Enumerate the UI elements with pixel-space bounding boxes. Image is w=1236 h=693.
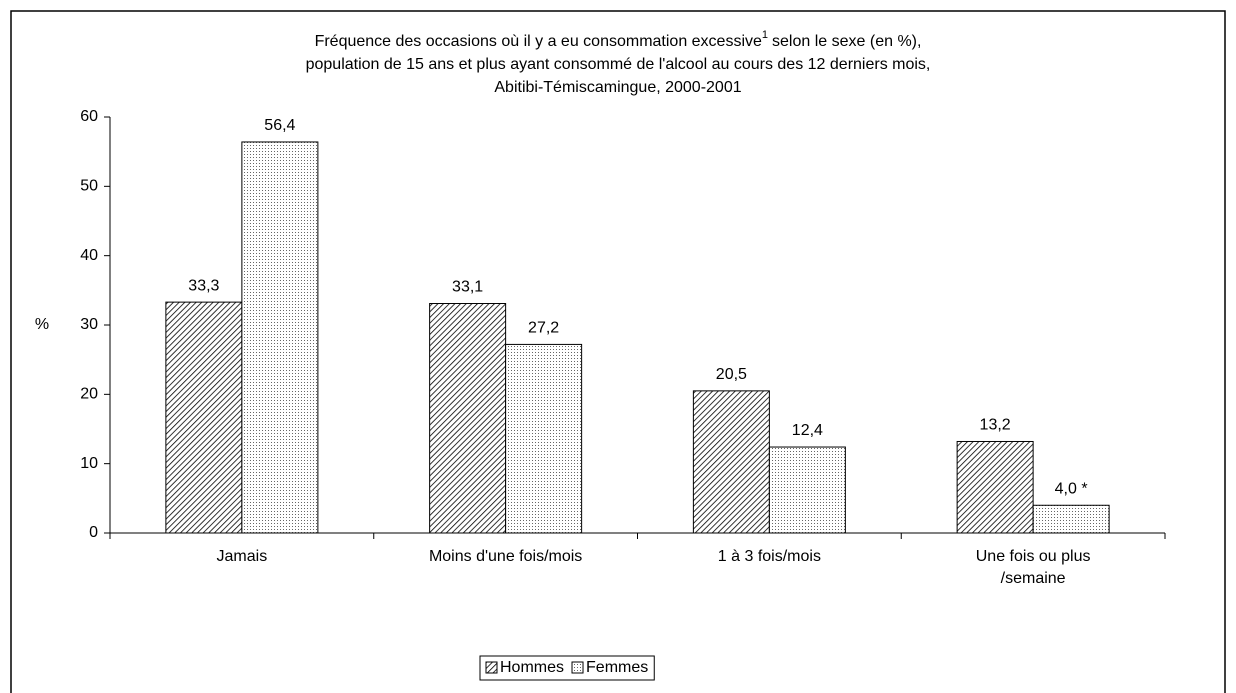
chart-title: population de 15 ans et plus ayant conso… bbox=[306, 56, 931, 73]
legend-label: Hommes bbox=[500, 659, 564, 676]
value-label: 33,1 bbox=[452, 279, 483, 296]
value-label: 12,4 bbox=[792, 422, 823, 439]
frame bbox=[10, 10, 1226, 693]
y-tick-label: 50 bbox=[80, 178, 98, 195]
y-axis-label: % bbox=[35, 316, 49, 333]
value-label: 13,2 bbox=[980, 417, 1011, 434]
y-tick-label: 60 bbox=[80, 108, 98, 125]
x-tick-label: Une fois ou plus bbox=[976, 548, 1091, 565]
x-tick-label: Moins d'une fois/mois bbox=[429, 548, 582, 565]
bar bbox=[768, 446, 846, 534]
value-label: 33,3 bbox=[188, 277, 219, 294]
bar bbox=[429, 303, 507, 534]
value-label: 20,5 bbox=[716, 366, 747, 383]
legend-label: Femmes bbox=[586, 659, 648, 676]
legend-swatch bbox=[485, 661, 498, 674]
value-label: 4,0 * bbox=[1055, 480, 1088, 497]
legend-swatch bbox=[571, 661, 584, 674]
bar bbox=[505, 343, 583, 534]
value-label: 27,2 bbox=[528, 320, 559, 337]
legend-box bbox=[479, 655, 655, 681]
chart-title: Fréquence des occasions où il y a eu con… bbox=[315, 29, 922, 50]
x-tick-label: Jamais bbox=[217, 548, 268, 565]
y-tick-label: 10 bbox=[80, 455, 98, 472]
value-label: 56,4 bbox=[264, 117, 295, 134]
bar bbox=[165, 301, 243, 534]
x-tick-label: 1 à 3 fois/mois bbox=[718, 548, 821, 565]
x-tick-label: /semaine bbox=[1001, 570, 1066, 587]
bar bbox=[241, 141, 319, 534]
y-tick-label: 40 bbox=[80, 247, 98, 264]
chart-title: Abitibi-Témiscamingue, 2000-2001 bbox=[494, 79, 741, 96]
y-tick-label: 0 bbox=[89, 524, 98, 541]
y-tick-label: 30 bbox=[80, 316, 98, 333]
y-tick-label: 20 bbox=[80, 386, 98, 403]
bar bbox=[1032, 504, 1110, 534]
legend: Hommes Femmes bbox=[479, 655, 655, 681]
bar bbox=[692, 390, 770, 534]
bar bbox=[956, 440, 1034, 534]
